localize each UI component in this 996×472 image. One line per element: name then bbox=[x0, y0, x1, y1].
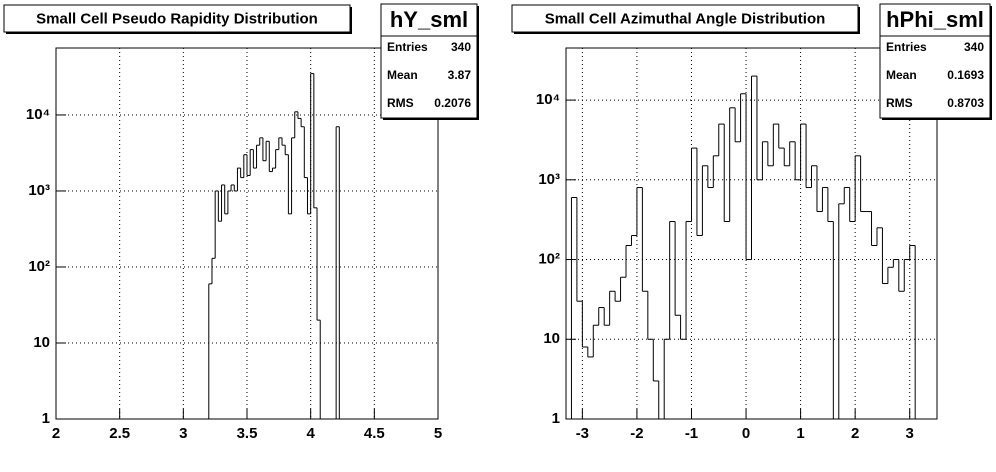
stats-name: hY_sml bbox=[390, 7, 468, 32]
stats-value: 340 bbox=[964, 40, 984, 54]
stats-label: RMS bbox=[886, 96, 913, 110]
stats-label: Entries bbox=[886, 40, 927, 54]
y-tick-label: 10⁴ bbox=[536, 91, 560, 108]
x-tick-label: 2.5 bbox=[109, 425, 130, 442]
x-tick-label: 2 bbox=[52, 425, 60, 442]
title-box bbox=[3, 4, 351, 33]
y-tick-label: 10² bbox=[28, 258, 50, 275]
y-tick-label: 10 bbox=[33, 334, 50, 351]
x-tick-label: -3 bbox=[576, 425, 589, 442]
y-tick-label: 1 bbox=[42, 410, 50, 427]
stats-box bbox=[879, 3, 991, 119]
x-tick-label: 3 bbox=[179, 425, 187, 442]
x-tick-label: 2 bbox=[851, 425, 859, 442]
stats-label: Mean bbox=[886, 68, 917, 82]
x-tick-label: 3.5 bbox=[237, 425, 258, 442]
y-tick-label: 10² bbox=[538, 251, 560, 268]
stats-label: Mean bbox=[387, 68, 418, 82]
stats-value: 340 bbox=[451, 40, 471, 54]
x-tick-label: -2 bbox=[630, 425, 643, 442]
y-tick-label: 10⁴ bbox=[26, 106, 50, 123]
title-box bbox=[511, 4, 859, 33]
stats-value: 3.87 bbox=[448, 68, 472, 82]
x-tick-label: 4 bbox=[306, 425, 315, 442]
stats-label: RMS bbox=[387, 96, 414, 110]
stats-name: hPhi_sml bbox=[886, 7, 984, 32]
x-tick-label: 5 bbox=[434, 425, 442, 442]
stats-box bbox=[380, 3, 478, 119]
x-tick-label: 1 bbox=[796, 425, 804, 442]
y-tick-label: 10³ bbox=[28, 182, 50, 199]
chart-title: Small Cell Azimuthal Angle Distribution bbox=[545, 10, 826, 27]
x-tick-label: 0 bbox=[742, 425, 750, 442]
y-tick-label: 10 bbox=[543, 330, 560, 347]
x-tick-label: -1 bbox=[685, 425, 698, 442]
y-tick-label: 1 bbox=[552, 410, 560, 427]
stats-value: 0.2076 bbox=[434, 96, 471, 110]
x-tick-label: 3 bbox=[906, 425, 914, 442]
plot-frame bbox=[565, 47, 938, 420]
stats-value: 0.1693 bbox=[947, 68, 984, 82]
x-tick-label: 4.5 bbox=[364, 425, 385, 442]
y-tick-label: 10³ bbox=[538, 171, 560, 188]
stats-label: Entries bbox=[387, 40, 428, 54]
stats-value: 0.8703 bbox=[947, 96, 984, 110]
chart-title: Small Cell Pseudo Rapidity Distribution bbox=[36, 10, 318, 27]
